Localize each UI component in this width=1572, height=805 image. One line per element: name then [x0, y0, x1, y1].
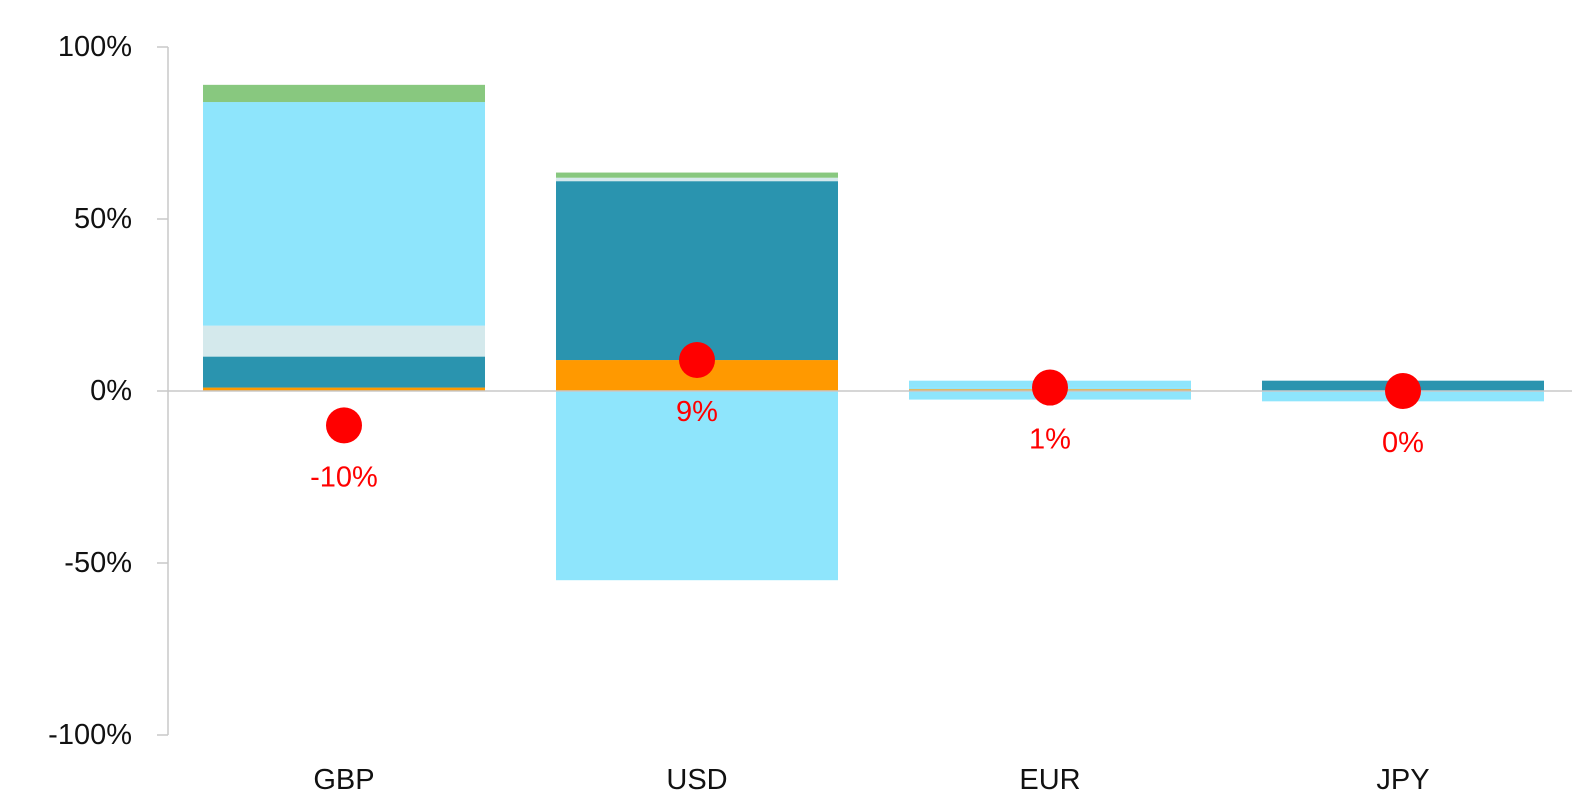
bar-segment-gbp-3: [203, 102, 485, 326]
net-dots-layer: [326, 342, 1421, 444]
net-dot-jpy: [1385, 373, 1421, 409]
y-tick-label: 0%: [90, 375, 132, 407]
bar-segment-gbp-4: [203, 84, 485, 103]
net-data-label: 9%: [676, 396, 718, 428]
bar-segment-usd-1: [556, 181, 838, 361]
bar-segment-gbp-1: [203, 356, 485, 388]
net-data-label: 0%: [1382, 427, 1424, 459]
y-tick-label: -50%: [64, 547, 132, 579]
net-dot-usd: [679, 342, 715, 379]
y-tick-label: 50%: [74, 203, 132, 235]
net-data-label: 1%: [1029, 424, 1071, 456]
x-category-label: USD: [666, 764, 727, 796]
bar-segment-usd-2: [556, 177, 838, 182]
x-category-label: EUR: [1019, 764, 1080, 796]
labels-layer: 100% 50% 0% -50% -100% GBP USD EUR JPY -10% 9% 1% 0%: [48, 31, 1429, 796]
bars-layer: [203, 84, 1544, 581]
bar-segment-usd-4: [556, 172, 838, 178]
x-category-label: JPY: [1376, 764, 1429, 796]
net-data-label: -10%: [310, 461, 378, 493]
bar-segment-gbp-2: [203, 325, 485, 357]
x-category-label: GBP: [313, 764, 374, 796]
net-dot-eur: [1032, 369, 1068, 406]
axes-layer: [157, 46, 1572, 736]
y-tick-label: 100%: [58, 31, 132, 63]
y-tick-label: -100%: [48, 719, 132, 751]
bar-segment-usd-3: [556, 391, 838, 581]
bar-segment-gbp-0: [203, 387, 485, 391]
net-dot-gbp: [326, 407, 362, 444]
